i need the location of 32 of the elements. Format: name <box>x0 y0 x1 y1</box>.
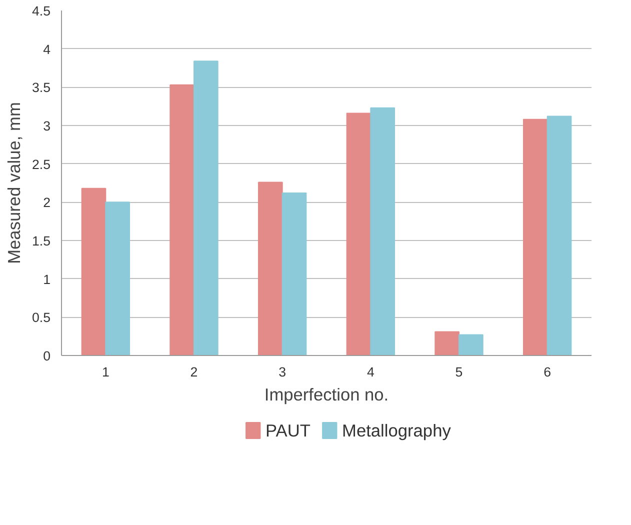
legend-label: Metallography <box>342 420 452 440</box>
legend-label: PAUT <box>266 420 311 440</box>
y-axis-title: Measured value, mm <box>4 102 24 264</box>
x-tick-label: 2 <box>190 364 198 380</box>
y-tick-label: 4.5 <box>32 4 51 18</box>
y-tick-label: 2.5 <box>32 156 51 172</box>
bar <box>546 116 572 356</box>
bar <box>194 60 218 356</box>
y-tick-label: 3.5 <box>32 80 51 96</box>
y-tick-label: 3 <box>43 118 51 134</box>
bar <box>522 118 548 356</box>
bar <box>282 192 307 356</box>
x-tick-label: 1 <box>102 364 110 380</box>
x-tick-label: 4 <box>366 364 375 380</box>
bar <box>458 334 484 356</box>
bar <box>370 107 396 356</box>
bar <box>105 202 130 356</box>
bar <box>170 84 194 356</box>
y-tick-label: 4 <box>43 42 52 57</box>
x-tick-label: 6 <box>544 364 552 380</box>
bar <box>434 331 460 356</box>
bar <box>81 188 106 356</box>
x-tick-label: 5 <box>455 364 463 380</box>
x-tick-label: 3 <box>278 364 286 380</box>
y-tick-label: 2 <box>43 195 51 210</box>
y-tick-label: 1.5 <box>32 234 51 248</box>
y-tick-label: 1 <box>43 272 51 287</box>
y-tick-label: 0 <box>43 348 51 364</box>
bar <box>346 112 372 356</box>
y-tick-label: 0.5 <box>32 310 51 326</box>
x-axis-title: Imperfection no. <box>264 384 389 404</box>
bar <box>258 182 283 356</box>
